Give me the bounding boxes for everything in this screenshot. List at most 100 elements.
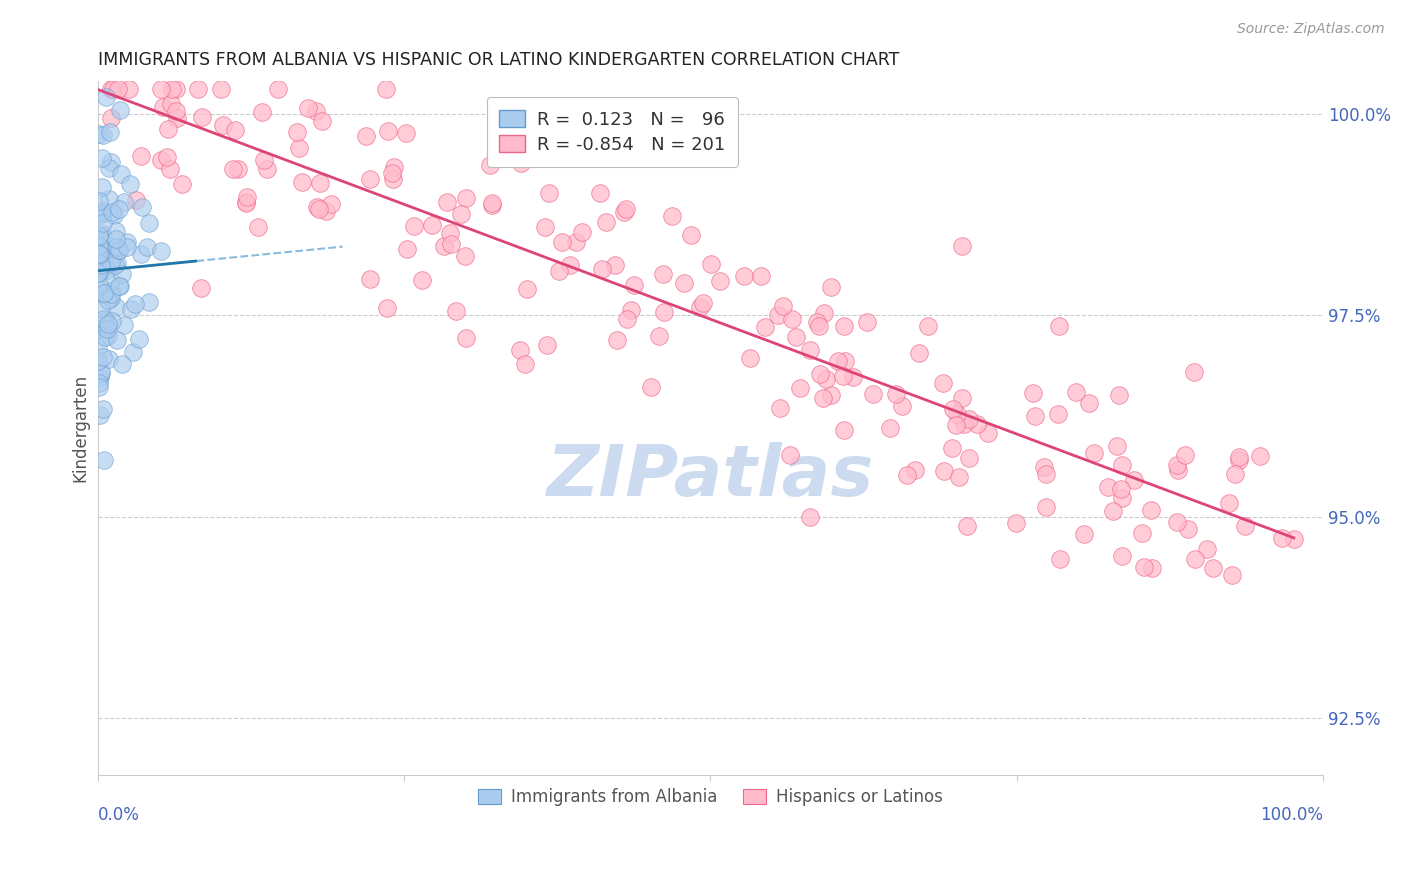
Point: [138, 216, 160, 230]
Point: [1122, 473, 1144, 487]
Point: [551, 235, 574, 249]
Point: [404, 219, 426, 233]
Point: [124, 296, 146, 310]
Legend: Immigrants from Albania, Hispanics or Latinos: Immigrants from Albania, Hispanics or La…: [470, 780, 950, 814]
Point: [108, 278, 131, 293]
Point: [105, 255, 128, 269]
Point: [789, 381, 811, 395]
Point: [411, 273, 433, 287]
Point: [212, 118, 235, 132]
Point: [1142, 561, 1164, 575]
Point: [222, 161, 245, 176]
Point: [1197, 542, 1219, 557]
Point: [97, 241, 120, 255]
Point: [453, 249, 475, 263]
Point: [187, 82, 209, 96]
Point: [90, 366, 112, 380]
Point: [108, 103, 131, 117]
Point: [120, 301, 142, 316]
Point: [94, 90, 117, 104]
Point: [605, 258, 627, 272]
Point: [166, 111, 188, 125]
Point: [90, 207, 112, 221]
Point: [122, 345, 145, 359]
Point: [87, 322, 110, 336]
Point: [957, 451, 980, 466]
Point: [160, 82, 183, 96]
Point: [450, 207, 472, 221]
Text: IMMIGRANTS FROM ALBANIA VS HISPANIC OR LATINO KINDERGARTEN CORRELATION CHART: IMMIGRANTS FROM ALBANIA VS HISPANIC OR L…: [97, 51, 898, 69]
Point: [152, 100, 174, 114]
Point: [1083, 445, 1105, 459]
Point: [908, 346, 931, 360]
Text: ZIPatlas: ZIPatlas: [547, 442, 875, 511]
Point: [97, 328, 120, 343]
Point: [150, 153, 173, 167]
Point: [97, 193, 120, 207]
Point: [1227, 453, 1250, 467]
Point: [112, 318, 135, 332]
Point: [766, 308, 789, 322]
Point: [1077, 395, 1099, 409]
Point: [1111, 491, 1133, 505]
Point: [381, 172, 404, 186]
Point: [595, 215, 617, 229]
Point: [309, 176, 332, 190]
Point: [304, 103, 326, 118]
Point: [101, 205, 124, 219]
Point: [1166, 458, 1188, 473]
Point: [1130, 526, 1153, 541]
Point: [1229, 450, 1251, 464]
Point: [131, 200, 153, 214]
Point: [516, 282, 538, 296]
Point: [91, 256, 114, 270]
Point: [319, 196, 342, 211]
Point: [692, 296, 714, 310]
Point: [772, 300, 794, 314]
Point: [86, 353, 108, 368]
Point: [394, 126, 416, 140]
Point: [382, 160, 405, 174]
Point: [100, 284, 122, 298]
Point: [235, 195, 257, 210]
Point: [107, 202, 129, 216]
Text: 0.0%: 0.0%: [97, 805, 139, 824]
Point: [884, 387, 907, 401]
Point: [1102, 504, 1125, 518]
Point: [1177, 522, 1199, 536]
Point: [932, 376, 955, 390]
Point: [957, 411, 980, 425]
Point: [315, 204, 337, 219]
Point: [1271, 531, 1294, 545]
Point: [96, 322, 118, 336]
Point: [640, 380, 662, 394]
Point: [256, 162, 278, 177]
Point: [950, 391, 973, 405]
Point: [98, 125, 121, 139]
Point: [100, 274, 122, 288]
Point: [90, 259, 112, 273]
Point: [115, 235, 138, 249]
Point: [749, 268, 772, 283]
Point: [834, 423, 856, 437]
Point: [591, 262, 613, 277]
Point: [170, 177, 193, 191]
Point: [89, 194, 111, 208]
Point: [110, 167, 132, 181]
Point: [1108, 387, 1130, 401]
Point: [235, 196, 257, 211]
Point: [652, 305, 675, 319]
Point: [945, 408, 967, 422]
Point: [547, 263, 569, 277]
Point: [651, 267, 673, 281]
Point: [606, 333, 628, 347]
Point: [160, 96, 183, 111]
Point: [93, 128, 115, 142]
Point: [90, 239, 112, 253]
Point: [1184, 551, 1206, 566]
Point: [100, 291, 122, 305]
Point: [439, 226, 461, 240]
Point: [253, 153, 276, 167]
Point: [1218, 496, 1240, 510]
Point: [806, 315, 828, 329]
